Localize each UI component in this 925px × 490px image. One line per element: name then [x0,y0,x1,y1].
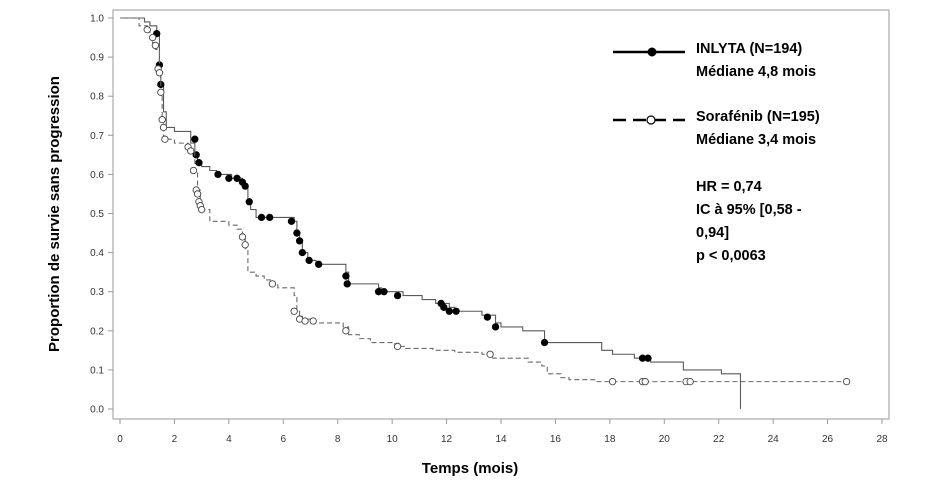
censor-marker-sorafenib [161,135,169,143]
censor-marker-inlyta [233,174,241,182]
censor-marker-inlyta [540,338,549,347]
censor-marker-sorafenib [268,280,277,288]
censor-marker-inlyta [343,280,351,288]
censor-marker-sorafenib [193,190,202,198]
y-tick-label: 1.0 [90,14,104,25]
censor-marker-inlyta [191,135,199,143]
censor-marker-inlyta [305,256,313,265]
censor-marker-sorafenib [149,33,157,42]
x-tick-label: 22 [713,434,725,445]
censor-marker-sorafenib [342,327,350,335]
censor-marker-sorafenib [241,241,249,249]
y-tick-label: 0.3 [90,287,104,298]
censor-marker-inlyta [452,307,460,315]
y-tick-label: 0.2 [90,326,104,337]
censor-marker-inlyta [491,323,500,331]
x-tick-label: 6 [281,434,287,445]
x-tick-label: 16 [550,434,562,445]
censor-marker-sorafenib [393,342,402,351]
censor-marker-inlyta [266,213,274,222]
censor-marker-inlyta [445,307,453,315]
legend-inlyta-median: Médiane 4,8 mois [696,64,816,80]
legend: INLYTA (N=194) Médiane 4,8 mois Soraféni… [613,41,820,148]
legend-inlyta-name: INLYTA (N=194) [696,41,802,57]
y-tick-label: 0.7 [90,131,104,142]
x-axis: 0 2 4 6 8 10 12 14 16 18 20 22 24 26 28 [117,419,888,445]
censor-marker-sorafenib [309,317,317,325]
x-tick-label: 14 [495,434,507,445]
censor-marker-inlyta [214,170,222,179]
y-tick-label: 0.4 [90,248,104,259]
censor-marker-inlyta [483,313,492,321]
censor-marker-sorafenib [686,377,694,386]
x-tick-label: 20 [659,434,671,445]
y-axis: 0.0 0.1 0.2 0.3 0.4 0.5 0.6 0.7 0.8 0.9 1.0 [90,14,113,416]
censor-marker-inlyta [257,213,266,222]
censor-marker-sorafenib [608,377,617,386]
y-tick-label: 0.0 [90,405,104,416]
censor-marker-inlyta [440,303,448,311]
legend-inlyta-marker [647,47,657,57]
censor-marker-inlyta [293,229,301,237]
censor-marker-sorafenib [301,317,309,325]
x-tick-label: 18 [604,434,616,445]
y-tick-label: 0.6 [90,170,104,181]
censor-marker-sorafenib [641,377,649,386]
x-tick-label: 12 [441,434,453,445]
censor-marker-inlyta [225,174,233,182]
censor-marker-sorafenib [187,147,195,155]
censor-marker-sorafenib [842,377,851,386]
censor-marker-inlyta [644,354,652,362]
x-tick-label: 10 [387,434,399,445]
p-value-text: p < 0,0063 [696,248,766,264]
censor-marker-sorafenib [143,26,151,34]
y-tick-label: 0.8 [90,92,104,103]
y-tick-label: 0.9 [90,53,104,64]
y-axis-title: Proportion de survie sans progression [46,76,63,352]
x-tick-label: 2 [172,434,178,445]
censor-marker-inlyta [295,237,304,245]
censor-marker-inlyta [380,288,388,296]
ci-text-line1: IC à 95% [0,58 - [696,202,802,218]
censor-marker-inlyta [315,260,323,268]
censor-marker-inlyta [195,159,203,167]
legend-sorafenib-name: Sorafénib (N=195) [696,109,820,125]
x-tick-label: 4 [226,434,232,445]
x-tick-label: 26 [822,434,834,445]
censor-marker-sorafenib [189,166,198,175]
censor-marker-inlyta [298,248,306,257]
ci-text-line2: 0,94] [696,225,729,241]
censor-marker-sorafenib [151,41,160,50]
censor-marker-sorafenib [157,88,165,96]
censor-marker-sorafenib [290,307,298,315]
censor-marker-inlyta [342,272,350,280]
stats-annotation: HR = 0,74 IC à 95% [0,58 - 0,94] p < 0,0… [696,179,802,264]
censor-marker-sorafenib [158,116,166,124]
legend-sorafenib-marker [646,115,656,125]
censor-marker-inlyta [245,198,253,206]
censor-marker-sorafenib [197,205,206,214]
censor-marker-sorafenib [159,123,168,132]
censor-marker-sorafenib [486,350,494,358]
x-axis-title: Temps (mois) [422,460,518,477]
x-tick-label: 28 [876,434,888,445]
legend-sorafenib-median: Médiane 3,4 mois [696,132,816,148]
y-tick-label: 0.1 [90,365,104,376]
series-line-sorafenib [120,17,847,383]
hr-text: HR = 0,74 [696,179,762,195]
x-tick-label: 8 [335,434,341,445]
censor-marker-sorafenib [238,233,247,241]
series-layer [120,17,851,409]
y-tick-label: 0.5 [90,209,104,220]
x-tick-label: 24 [768,434,780,445]
censor-marker-inlyta [393,291,402,300]
series-line-inlyta [120,17,742,409]
censor-marker-inlyta [241,182,249,190]
x-tick-label: 0 [117,434,123,445]
censor-marker-inlyta [287,217,296,225]
censor-marker-sorafenib [155,69,164,77]
